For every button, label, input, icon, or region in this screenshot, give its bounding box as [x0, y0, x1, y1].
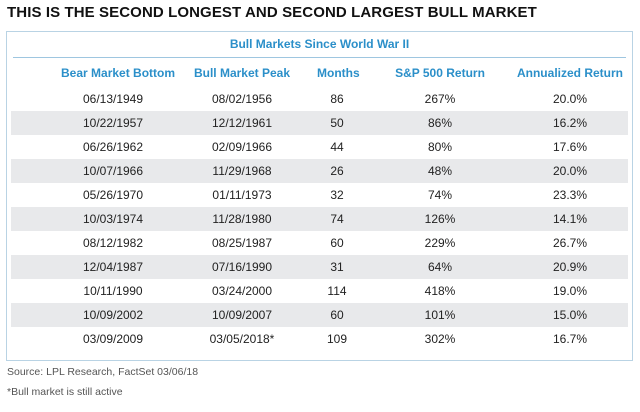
bull-market-peak-cell: 03/24/2000 [211, 284, 273, 298]
bull-market-peak-cell: 10/09/2007 [211, 308, 273, 322]
bear-market-bottom-cell: 10/11/1990 [83, 284, 143, 298]
footnote: *Bull market is still active [7, 386, 123, 398]
sp500-return-cell: 101% [424, 308, 456, 322]
annualized-return-cell: 26.7% [552, 236, 588, 250]
months-cell: 86 [330, 92, 344, 106]
bear-market-bottom-cell: 03/09/2009 [82, 332, 144, 346]
sp500-return-cell: 267% [424, 92, 456, 106]
column-header-annualized-return: Annualized Return [516, 66, 623, 80]
months-cell: 109 [326, 332, 348, 346]
months-cell: 114 [327, 284, 347, 298]
annualized-return-cell: 14.1% [552, 212, 588, 226]
bear-market-bottom-cell: 10/22/1957 [82, 116, 144, 130]
table-row: 06/13/1949 08/02/1956 86 267% 20.0% [11, 87, 628, 111]
bear-market-bottom-cell: 10/03/1974 [82, 212, 144, 226]
annualized-return-cell: 20.0% [552, 164, 588, 178]
sp500-return-cell: 418% [424, 284, 456, 298]
table-title: Bull Markets Since World War II [229, 37, 410, 51]
column-header-months: Months [317, 66, 360, 80]
bull-market-peak-cell: 11/28/1980 [212, 212, 272, 226]
annualized-return-cell: 16.7% [552, 332, 588, 346]
table-row: 05/26/1970 01/11/1973 32 74% 23.3% [11, 183, 628, 207]
months-cell: 60 [330, 308, 344, 322]
bull-market-peak-cell: 07/16/1990 [211, 260, 273, 274]
months-cell: 32 [330, 188, 344, 202]
sp500-return-cell: 302% [424, 332, 456, 346]
table-row: 10/07/1966 11/29/1968 26 48% 20.0% [11, 159, 628, 183]
column-header-bear-market-bottom: Bear Market Bottom [61, 66, 176, 80]
annualized-return-cell: 15.0% [552, 308, 588, 322]
bull-market-peak-cell: 01/11/1973 [212, 188, 272, 202]
bear-market-bottom-cell: 05/26/1970 [82, 188, 144, 202]
source-note: Source: LPL Research, FactSet 03/06/18 [7, 366, 199, 378]
table-row: 06/26/1962 02/09/1966 44 80% 17.6% [11, 135, 628, 159]
annualized-return-cell: 17.6% [552, 140, 588, 154]
table-panel: Bull Markets Since World War II Bear Mar… [6, 31, 633, 361]
bear-market-bottom-cell: 06/26/1962 [82, 140, 144, 154]
sp500-return-cell: 64% [427, 260, 453, 274]
bear-market-bottom-cell: 10/09/2002 [82, 308, 144, 322]
column-header-sp500-return: S&P 500 Return [395, 66, 485, 80]
sp500-return-cell: 229% [424, 236, 456, 250]
table-row: 10/09/2002 10/09/2007 60 101% 15.0% [11, 303, 628, 327]
months-cell: 50 [330, 116, 344, 130]
table-body: 06/13/1949 08/02/1956 86 267% 20.0% 10/22/195… [11, 87, 628, 351]
table-row: 10/11/1990 03/24/2000 114 418% 19.0% [11, 279, 628, 303]
bull-market-peak-cell: 03/05/2018* [209, 332, 275, 346]
table-row: 12/04/1987 07/16/1990 31 64% 20.9% [11, 255, 628, 279]
bear-market-bottom-cell: 06/13/1949 [82, 92, 144, 106]
bull-market-peak-cell: 12/12/1961 [211, 116, 273, 130]
bull-market-peak-cell: 11/29/1968 [212, 164, 272, 178]
bear-market-bottom-cell: 10/07/1966 [82, 164, 144, 178]
table-row: 10/22/1957 12/12/1961 50 86% 16.2% [11, 111, 628, 135]
table-row: 03/09/2009 03/05/2018* 109 302% 16.7% [11, 327, 628, 351]
bear-market-bottom-cell: 12/04/1987 [82, 260, 144, 274]
months-cell: 26 [330, 164, 344, 178]
annualized-return-cell: 20.9% [552, 260, 588, 274]
sp500-return-cell: 86% [427, 116, 453, 130]
bear-market-bottom-cell: 08/12/1982 [82, 236, 144, 250]
table-header-row: Bear Market Bottom Bull Market Peak Mont… [7, 63, 632, 85]
table-row: 08/12/1982 08/25/1987 60 229% 26.7% [11, 231, 628, 255]
annualized-return-cell: 20.0% [552, 92, 588, 106]
bull-market-peak-cell: 08/02/1956 [211, 92, 273, 106]
annualized-return-cell: 16.2% [552, 116, 588, 130]
sp500-return-cell: 48% [427, 164, 453, 178]
bull-market-peak-cell: 02/09/1966 [211, 140, 273, 154]
bull-market-peak-cell: 08/25/1987 [211, 236, 273, 250]
months-cell: 31 [330, 260, 344, 274]
sp500-return-cell: 80% [427, 140, 453, 154]
column-header-bull-market-peak: Bull Market Peak [193, 66, 291, 80]
annualized-return-cell: 19.0% [552, 284, 588, 298]
months-cell: 44 [330, 140, 344, 154]
months-cell: 60 [330, 236, 344, 250]
sp500-return-cell: 74% [427, 188, 453, 202]
title-divider [13, 57, 626, 58]
months-cell: 74 [330, 212, 344, 226]
sp500-return-cell: 126% [424, 212, 456, 226]
annualized-return-cell: 23.3% [552, 188, 588, 202]
table-row: 10/03/1974 11/28/1980 74 126% 14.1% [11, 207, 628, 231]
headline: THIS IS THE SECOND LONGEST AND SECOND LA… [7, 4, 537, 21]
